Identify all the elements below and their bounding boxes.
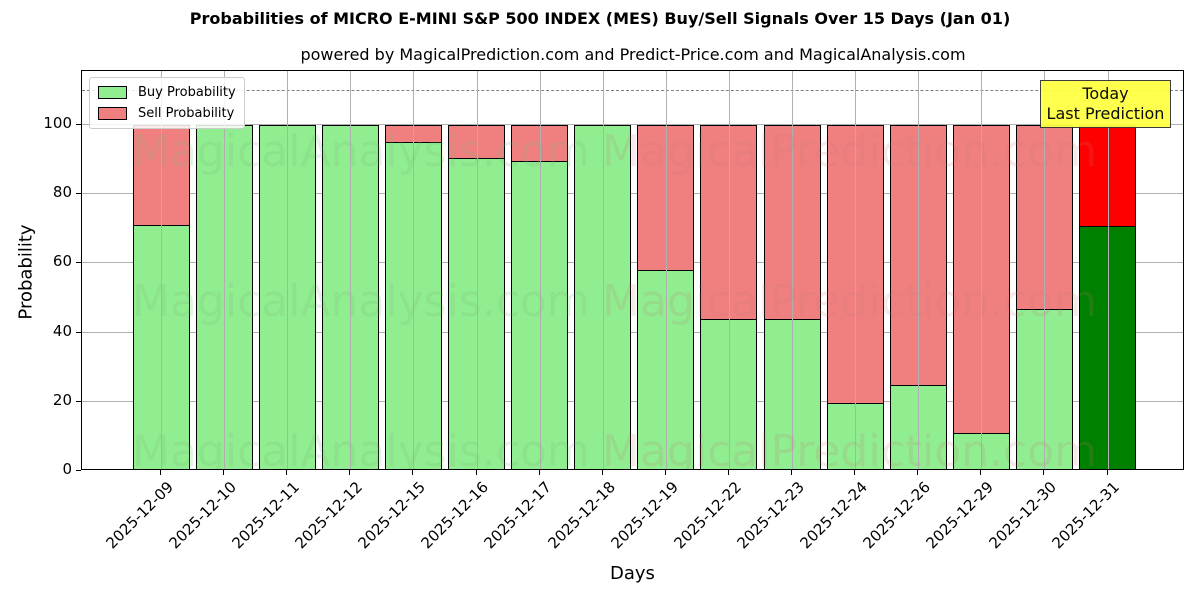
x-tick-label: 2025-12-11 <box>228 478 303 553</box>
legend: Buy Probability Sell Probability <box>89 77 245 129</box>
y-tick-label: 20 <box>52 390 72 409</box>
x-tick-mark <box>664 470 666 475</box>
y-tick-mark <box>76 331 81 333</box>
x-tick-mark <box>1043 470 1045 475</box>
y-tick-label: 0 <box>62 460 72 478</box>
x-tick-label: 2025-12-10 <box>165 478 240 553</box>
y-axis-label: Probability <box>15 224 37 320</box>
x-tick-label: 2025-12-12 <box>291 478 367 553</box>
x-tick-label: 2025-12-15 <box>354 478 430 553</box>
grid-line-v <box>413 71 415 469</box>
y-tick-label: 80 <box>52 183 72 202</box>
sell-swatch-icon <box>98 107 127 120</box>
y-tick-mark <box>76 400 81 402</box>
x-tick-mark <box>538 470 540 475</box>
x-tick-label: 2025-12-09 <box>102 478 177 553</box>
x-tick-mark <box>727 470 729 475</box>
y-tick-mark <box>76 193 81 195</box>
legend-label-sell: Sell Probability <box>138 106 235 121</box>
annotation-line-1: Today <box>1082 84 1129 103</box>
y-tick-mark <box>76 262 81 264</box>
y-tick-mark <box>76 470 81 471</box>
grid-line-h <box>82 331 1183 333</box>
annotation-line-2: Last Prediction <box>1046 104 1165 123</box>
grid-line-v <box>855 71 857 469</box>
grid-line-v <box>1044 71 1046 469</box>
grid-line-h <box>82 262 1183 264</box>
grid-line-v <box>665 71 667 469</box>
x-tick-label: 2025-12-16 <box>417 478 493 553</box>
chart-title: Probabilities of MICRO E-MINI S&P 500 IN… <box>189 9 1011 28</box>
x-tick-label: 2025-12-17 <box>480 478 556 553</box>
x-axis-label: Days <box>610 563 655 584</box>
y-tick-label: 60 <box>52 252 72 271</box>
x-tick-label: 2025-12-18 <box>544 478 619 553</box>
x-tick-mark <box>286 470 288 475</box>
x-tick-mark <box>475 470 477 475</box>
x-tick-mark <box>1106 470 1108 475</box>
grid-line-v <box>539 71 541 469</box>
x-tick-mark <box>412 470 414 475</box>
x-tick-mark <box>980 470 982 475</box>
legend-label-buy: Buy Probability <box>138 85 236 100</box>
x-tick-label: 2025-12-29 <box>922 478 998 553</box>
grid-line-v <box>224 71 226 469</box>
grid-line-v <box>350 71 352 469</box>
x-tick-mark <box>349 470 351 475</box>
reference-line <box>82 90 1183 91</box>
y-tick-mark <box>76 124 81 125</box>
buy-swatch-icon <box>98 86 127 99</box>
x-tick-label: 2025-12-30 <box>985 478 1061 553</box>
x-tick-label: 2025-12-31 <box>1048 478 1124 553</box>
grid-line-v <box>287 71 289 469</box>
grid-line-h <box>82 124 1183 125</box>
grid-line-v <box>161 71 162 469</box>
x-tick-label: 2025-12-23 <box>733 478 808 553</box>
x-tick-label: 2025-12-26 <box>859 478 934 553</box>
x-tick-mark <box>791 470 792 475</box>
grid-line-h <box>82 193 1183 195</box>
x-tick-label: 2025-12-22 <box>670 478 745 553</box>
x-tick-mark <box>854 470 856 475</box>
plot-area: Buy Probability Sell Probability Today L… <box>81 70 1184 470</box>
grid-line-v <box>1107 71 1109 469</box>
grid-line-v <box>918 71 920 469</box>
grid-line-v <box>981 71 983 469</box>
grid-line-v <box>602 71 604 469</box>
x-tick-mark <box>917 470 919 475</box>
legend-item-buy: Buy Probability <box>98 82 236 103</box>
y-tick-label: 40 <box>52 321 72 340</box>
chart-subtitle: powered by MagicalPrediction.com and Pre… <box>300 45 966 64</box>
legend-item-sell: Sell Probability <box>98 103 236 124</box>
x-tick-label: 2025-12-24 <box>796 478 871 553</box>
x-tick-mark <box>223 470 225 475</box>
grid-line-h <box>82 400 1183 402</box>
grid-line-v <box>476 71 478 469</box>
grid-line-v <box>728 71 730 469</box>
today-annotation: Today Last Prediction <box>1040 80 1171 128</box>
x-tick-mark <box>601 470 603 475</box>
grid-line-v <box>792 71 793 469</box>
y-tick-label: 100 <box>43 114 72 132</box>
x-tick-mark <box>160 470 161 475</box>
